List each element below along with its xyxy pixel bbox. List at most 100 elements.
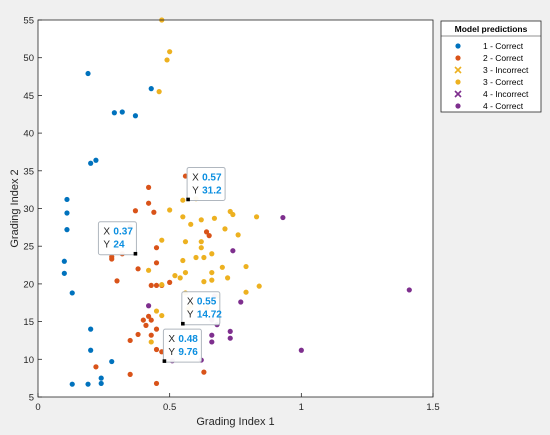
data-point-series-2[interactable] bbox=[167, 279, 173, 285]
data-point-series-6[interactable] bbox=[209, 339, 215, 345]
data-point-series-4[interactable] bbox=[209, 269, 215, 276]
data-point-series-2[interactable] bbox=[146, 184, 152, 190]
data-point-series-2[interactable] bbox=[148, 332, 154, 338]
plot-area[interactable] bbox=[38, 20, 433, 397]
data-point-series-4[interactable] bbox=[211, 215, 218, 221]
data-point-series-2[interactable] bbox=[114, 278, 120, 284]
data-point-series-1[interactable] bbox=[109, 358, 115, 365]
data-point-series-4[interactable] bbox=[235, 232, 241, 238]
data-point-series-4[interactable] bbox=[159, 282, 165, 288]
data-point-series-1[interactable] bbox=[64, 227, 70, 233]
data-point-series-4[interactable] bbox=[180, 197, 186, 203]
data-point-series-1[interactable] bbox=[111, 110, 117, 116]
data-point-series-2[interactable] bbox=[146, 200, 152, 206]
data-point-series-2[interactable] bbox=[148, 282, 154, 289]
data-point-series-4[interactable] bbox=[198, 217, 204, 223]
data-point-series-6[interactable] bbox=[209, 332, 215, 338]
data-point-series-4[interactable] bbox=[146, 267, 152, 273]
data-point-series-4[interactable] bbox=[193, 254, 199, 261]
data-point-series-1[interactable] bbox=[119, 109, 125, 115]
data-point-series-1[interactable] bbox=[64, 196, 70, 203]
data-point-series-4[interactable] bbox=[148, 339, 154, 345]
data-point-series-4[interactable] bbox=[201, 254, 207, 261]
data-point-series-6[interactable] bbox=[227, 328, 233, 335]
data-point-series-2[interactable] bbox=[206, 233, 212, 239]
data-point-series-2[interactable] bbox=[93, 364, 99, 370]
data-point-series-2[interactable] bbox=[146, 313, 152, 319]
data-point-series-1[interactable] bbox=[69, 381, 75, 387]
data-point-series-6[interactable] bbox=[238, 299, 244, 305]
data-point-series-4[interactable] bbox=[219, 264, 225, 270]
legend-entry[interactable]: 4 - Incorrect bbox=[454, 89, 529, 99]
data-point-series-1[interactable] bbox=[64, 210, 70, 216]
data-point-series-4[interactable] bbox=[198, 239, 204, 245]
datatip[interactable]: X 0.57Y 31.2 bbox=[186, 166, 226, 202]
data-point-series-6[interactable] bbox=[280, 214, 286, 221]
data-point-series-4[interactable] bbox=[177, 275, 183, 281]
data-point-series-2[interactable] bbox=[203, 229, 210, 235]
legend-entry[interactable]: 1 - Correct bbox=[455, 41, 524, 51]
data-point-series-2[interactable] bbox=[127, 337, 133, 344]
data-point-series-1[interactable] bbox=[98, 375, 104, 381]
legend-entry[interactable]: 3 - Incorrect bbox=[454, 65, 529, 75]
data-point-series-2[interactable] bbox=[140, 317, 146, 323]
data-point-series-2[interactable] bbox=[153, 260, 160, 266]
data-point-series-2[interactable] bbox=[153, 380, 160, 387]
data-point-series-1[interactable] bbox=[88, 326, 94, 332]
data-point-series-4[interactable] bbox=[188, 221, 194, 227]
data-point-series-1[interactable] bbox=[85, 70, 91, 77]
data-point-series-1[interactable] bbox=[61, 258, 67, 264]
data-point-series-4[interactable] bbox=[209, 251, 215, 257]
data-point-series-6[interactable] bbox=[406, 287, 412, 293]
datatip[interactable]: X 0.55Y 14.72 bbox=[181, 291, 222, 326]
data-point-series-1[interactable] bbox=[69, 290, 75, 296]
data-point-series-4[interactable] bbox=[159, 312, 165, 319]
data-point-series-1[interactable] bbox=[98, 380, 104, 387]
data-point-series-4[interactable] bbox=[256, 283, 262, 289]
data-point-series-6[interactable] bbox=[146, 303, 152, 309]
legend-entry[interactable]: 3 - Correct bbox=[455, 77, 524, 87]
data-point-series-4[interactable] bbox=[182, 239, 189, 245]
data-point-series-4[interactable] bbox=[159, 237, 165, 243]
data-point-series-4[interactable] bbox=[243, 263, 249, 270]
data-point-series-2[interactable] bbox=[132, 208, 139, 214]
data-point-series-4[interactable] bbox=[209, 277, 215, 283]
data-point-series-2[interactable] bbox=[135, 266, 141, 272]
data-point-series-4[interactable] bbox=[180, 257, 186, 264]
data-point-series-1[interactable] bbox=[88, 160, 94, 166]
data-point-series-6[interactable] bbox=[230, 248, 236, 254]
data-point-series-2[interactable] bbox=[143, 322, 149, 328]
data-point-series-2[interactable] bbox=[153, 245, 160, 251]
data-point-series-1[interactable] bbox=[61, 270, 67, 276]
data-point-series-4[interactable] bbox=[198, 245, 204, 251]
data-point-series-6[interactable] bbox=[298, 347, 304, 353]
data-point-series-1[interactable] bbox=[88, 347, 94, 353]
data-point-series-1[interactable] bbox=[148, 86, 154, 92]
data-point-series-4[interactable] bbox=[253, 214, 260, 220]
data-point-series-2[interactable] bbox=[127, 371, 133, 377]
data-point-series-2[interactable] bbox=[109, 256, 115, 262]
data-point-series-4[interactable] bbox=[225, 275, 231, 281]
data-point-series-1[interactable] bbox=[93, 157, 99, 163]
data-point-series-4[interactable] bbox=[182, 269, 189, 276]
data-point-series-4[interactable] bbox=[222, 226, 228, 232]
data-point-series-4[interactable] bbox=[243, 289, 249, 295]
data-point-series-2[interactable] bbox=[153, 326, 160, 332]
data-point-series-4[interactable] bbox=[180, 214, 186, 220]
data-point-series-2[interactable] bbox=[151, 209, 157, 215]
data-point-series-1[interactable] bbox=[85, 381, 91, 387]
data-point-series-2[interactable] bbox=[153, 346, 160, 353]
data-point-series-6[interactable] bbox=[227, 335, 233, 341]
data-point-series-2[interactable] bbox=[135, 331, 141, 338]
data-point-series-4[interactable] bbox=[156, 89, 162, 95]
data-point-series-4[interactable] bbox=[167, 49, 173, 55]
data-point-series-4[interactable] bbox=[164, 57, 170, 63]
data-point-series-2[interactable] bbox=[153, 282, 160, 289]
data-point-series-4[interactable] bbox=[172, 273, 178, 279]
data-point-series-4[interactable] bbox=[201, 279, 207, 285]
legend-entry[interactable]: 2 - Correct bbox=[455, 53, 524, 63]
data-point-series-4[interactable] bbox=[153, 308, 160, 314]
data-point-series-4[interactable] bbox=[167, 207, 173, 213]
data-point-series-1[interactable] bbox=[132, 113, 139, 119]
datatip[interactable]: X 0.48Y 9.76 bbox=[162, 328, 202, 363]
